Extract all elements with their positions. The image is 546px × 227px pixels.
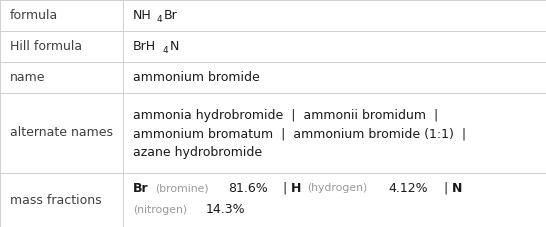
Text: ammonia hydrobromide  |  ammonii bromidum  |
ammonium bromatum  |  ammonium brom: ammonia hydrobromide | ammonii bromidum …	[133, 109, 466, 159]
Text: (hydrogen): (hydrogen)	[307, 183, 368, 193]
Text: 4.12%: 4.12%	[389, 182, 428, 195]
Text: |: |	[443, 182, 447, 195]
Text: (nitrogen): (nitrogen)	[133, 205, 187, 215]
Text: formula: formula	[10, 9, 58, 22]
Text: H: H	[292, 182, 302, 195]
Text: NH: NH	[133, 9, 151, 22]
Text: N: N	[452, 182, 462, 195]
Text: name: name	[10, 71, 45, 84]
Text: |: |	[283, 182, 287, 195]
Text: BrH: BrH	[133, 40, 156, 53]
Text: Hill formula: Hill formula	[10, 40, 82, 53]
Text: alternate names: alternate names	[10, 126, 113, 139]
Text: 4: 4	[163, 46, 168, 55]
Text: mass fractions: mass fractions	[10, 194, 102, 207]
Text: Br: Br	[133, 182, 149, 195]
Text: 14.3%: 14.3%	[206, 203, 245, 216]
Text: 4: 4	[157, 15, 163, 24]
Text: 81.6%: 81.6%	[228, 182, 268, 195]
Text: Br: Br	[164, 9, 178, 22]
Text: (bromine): (bromine)	[156, 183, 209, 193]
Text: ammonium bromide: ammonium bromide	[133, 71, 259, 84]
Text: N: N	[170, 40, 179, 53]
